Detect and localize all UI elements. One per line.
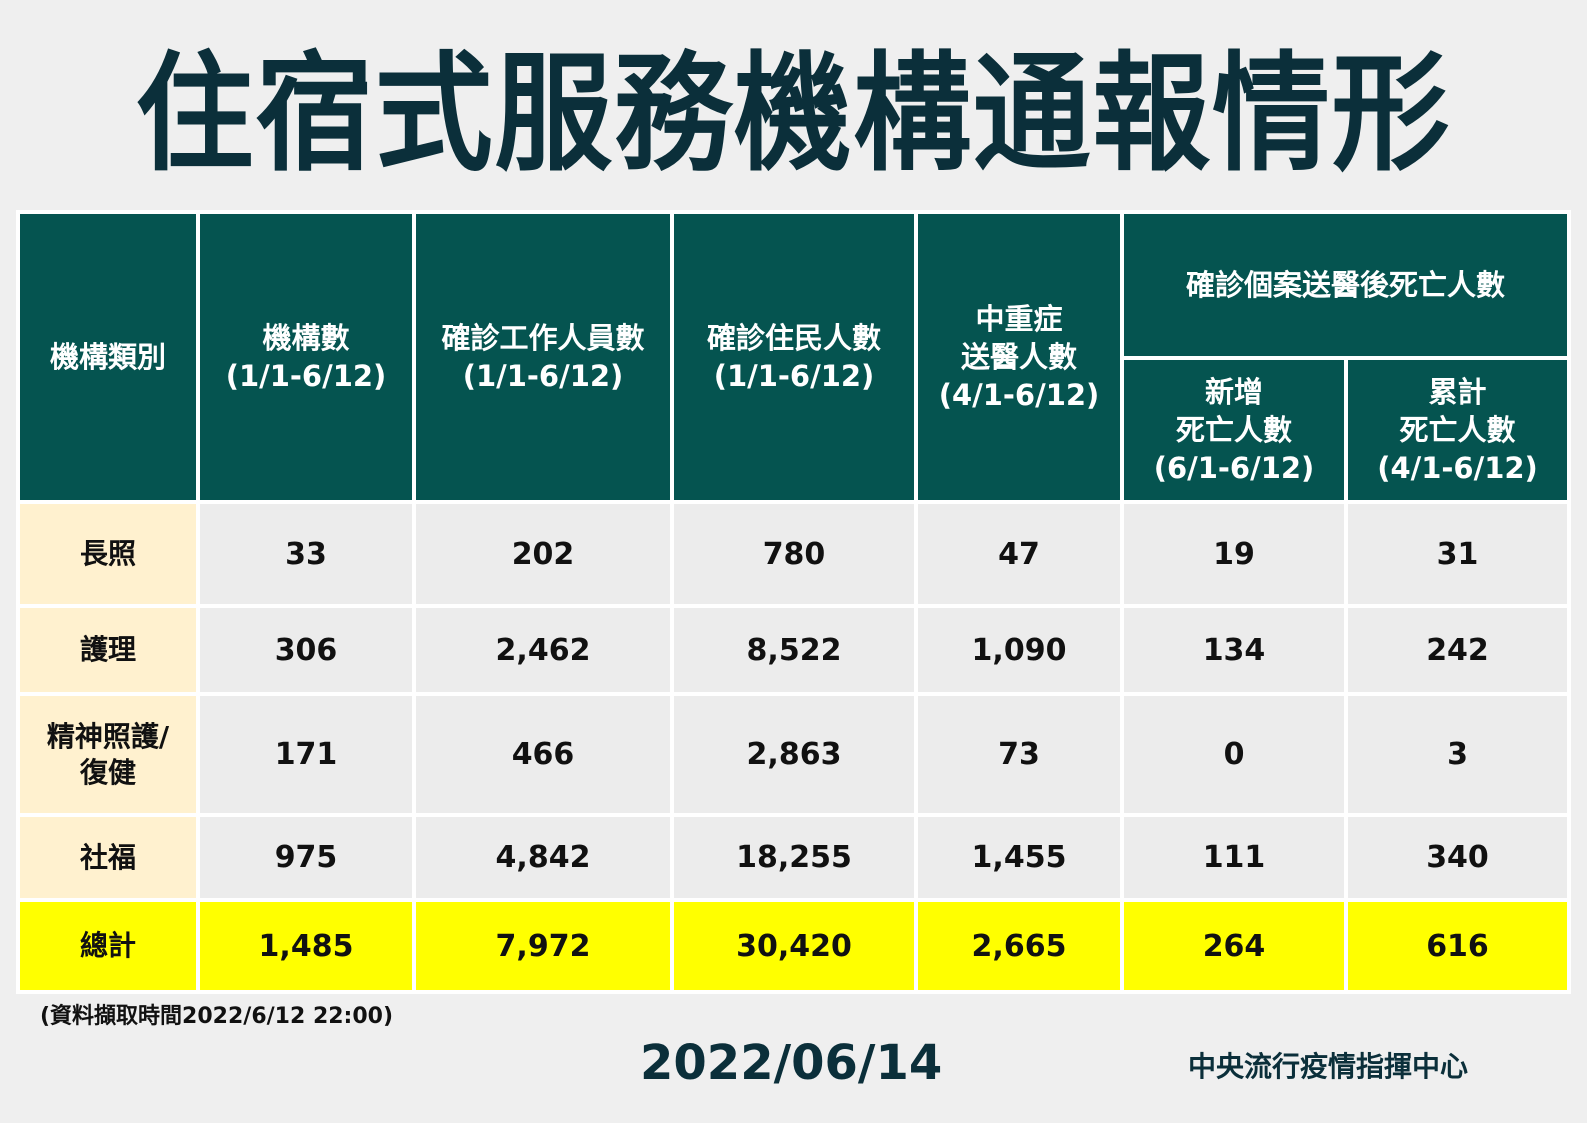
severe-hospitalized-cell: 1,090 [918, 608, 1120, 692]
resident-cases-cell: 30,420 [674, 902, 914, 990]
staff-cases-cell: 202 [416, 504, 670, 604]
cumulative-deaths-cell: 616 [1348, 902, 1568, 990]
table-row: 精神照護/復健 171 466 2,863 73 0 3 [20, 696, 1568, 813]
new-deaths-cell: 0 [1124, 696, 1344, 813]
staff-cases-cell: 2,462 [416, 608, 670, 692]
institutions-cell: 1,485 [200, 902, 412, 990]
header-severe-hospitalized: 中重症 送醫人數 (4/1-6/12) [918, 214, 1120, 500]
staff-cases-cell: 4,842 [416, 817, 670, 898]
header-resident-cases: 確診住民人數 (1/1-6/12) [674, 214, 914, 500]
resident-cases-cell: 8,522 [674, 608, 914, 692]
staff-cases-cell: 7,972 [416, 902, 670, 990]
new-deaths-cell: 264 [1124, 902, 1344, 990]
resident-cases-cell: 780 [674, 504, 914, 604]
header-institutions: 機構數 (1/1-6/12) [200, 214, 412, 500]
header-staff-cases: 確診工作人員數 (1/1-6/12) [416, 214, 670, 500]
resident-cases-cell: 2,863 [674, 696, 914, 813]
publish-date: 2022/06/14 [640, 1035, 943, 1091]
institution-report-table: 機構類別 機構數 (1/1-6/12) 確診工作人員數 (1/1-6/12) 確診住… [16, 210, 1572, 994]
cumulative-deaths-cell: 31 [1348, 504, 1568, 604]
institutions-cell: 306 [200, 608, 412, 692]
institutions-cell: 171 [200, 696, 412, 813]
table-row: 社福 975 4,842 18,255 1,455 111 340 [20, 817, 1568, 898]
severe-hospitalized-cell: 47 [918, 504, 1120, 604]
new-deaths-cell: 19 [1124, 504, 1344, 604]
cumulative-deaths-cell: 3 [1348, 696, 1568, 813]
cumulative-deaths-cell: 242 [1348, 608, 1568, 692]
category-cell: 精神照護/復健 [20, 696, 196, 813]
data-timestamp-note: (資料擷取時間2022/6/12 22:00) [40, 1004, 394, 1029]
page-title: 住宿式服務機構通報情形 [135, 40, 1452, 189]
category-cell: 護理 [20, 608, 196, 692]
total-row: 總計 1,485 7,972 30,420 2,665 264 616 [20, 902, 1568, 990]
table-row: 護理 306 2,462 8,522 1,090 134 242 [20, 608, 1568, 692]
staff-cases-cell: 466 [416, 696, 670, 813]
header-cumulative-deaths: 累計 死亡人數 (4/1-6/12) [1348, 360, 1568, 500]
institutions-cell: 33 [200, 504, 412, 604]
severe-hospitalized-cell: 2,665 [918, 902, 1120, 990]
table-row: 長照 33 202 780 47 19 31 [20, 504, 1568, 604]
category-cell: 社福 [20, 817, 196, 898]
header-category: 機構類別 [20, 214, 196, 500]
new-deaths-cell: 111 [1124, 817, 1344, 898]
resident-cases-cell: 18,255 [674, 817, 914, 898]
category-cell: 總計 [20, 902, 196, 990]
cumulative-deaths-cell: 340 [1348, 817, 1568, 898]
header-new-deaths: 新增 死亡人數 (6/1-6/12) [1124, 360, 1344, 500]
header-deaths-group: 確診個案送醫後死亡人數 [1124, 214, 1568, 356]
severe-hospitalized-cell: 1,455 [918, 817, 1120, 898]
category-cell: 長照 [20, 504, 196, 604]
severe-hospitalized-cell: 73 [918, 696, 1120, 813]
organization-name: 中央流行疫情指揮中心 [1188, 1050, 1469, 1083]
institutions-cell: 975 [200, 817, 412, 898]
new-deaths-cell: 134 [1124, 608, 1344, 692]
